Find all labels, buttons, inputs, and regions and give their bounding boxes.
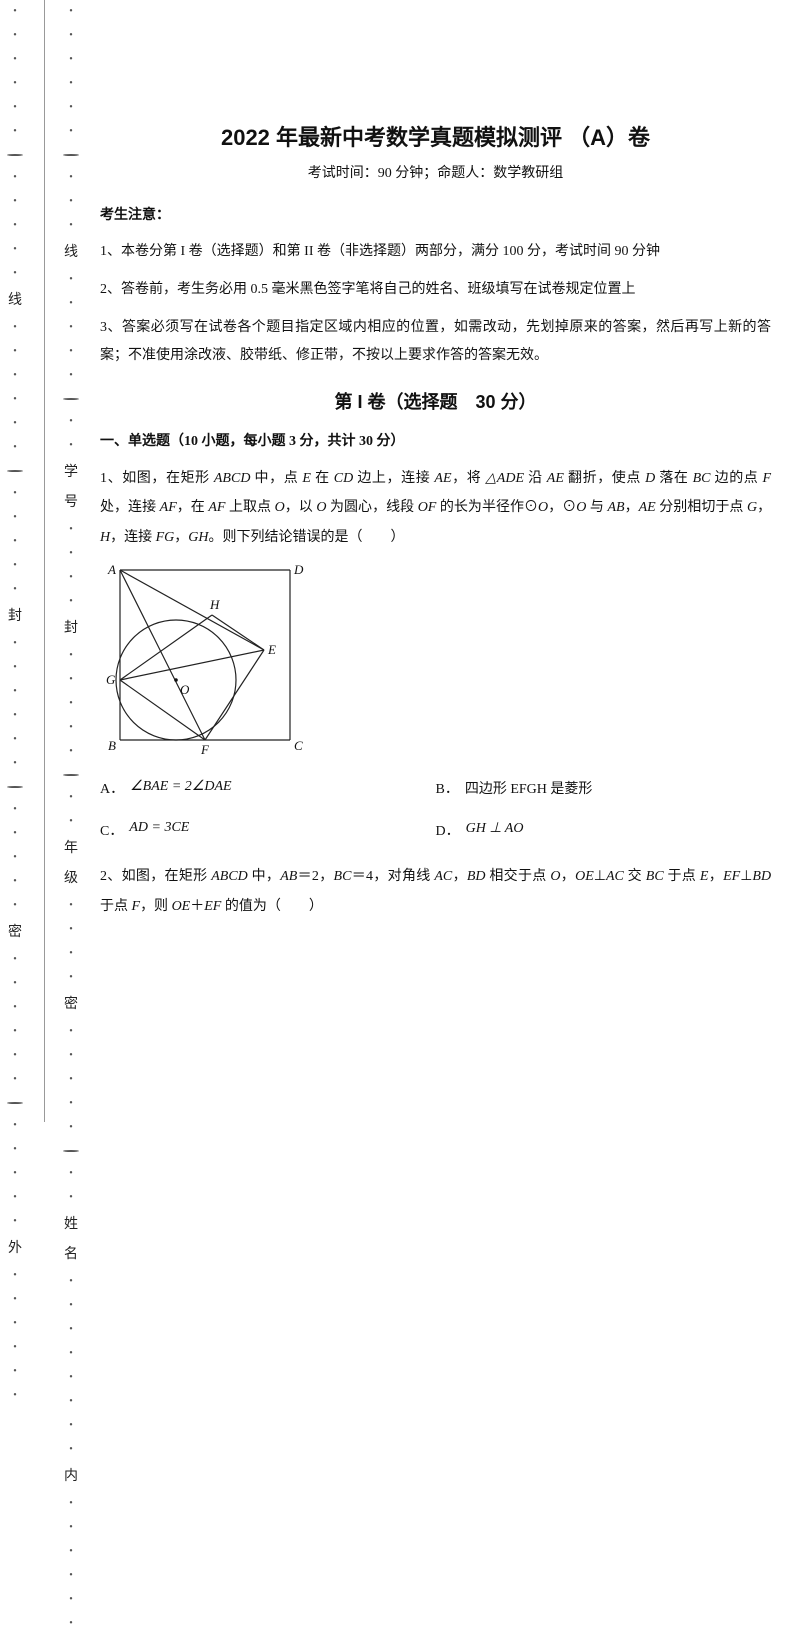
option-b: B．四边形 EFGH 是菱形 <box>436 778 772 798</box>
question-2-text: 2、如图，在矩形 ABCD 中，AB＝2，BC＝4，对角线 AC，BD 相交于点… <box>100 862 771 921</box>
exam-subtitle: 考试时间：90 分钟；命题人：数学教研组 <box>100 162 771 182</box>
svg-text:G: G <box>106 672 116 687</box>
notice-item-2: 2、答卷前，考生务必用 0.5 毫米黑色签字笔将自己的姓名、班级填写在试卷规定位… <box>100 276 771 304</box>
notice-item-3: 3、答案必须写在试卷各个题目指定区域内相应的位置，如需改动，先划掉原来的答案，然… <box>100 314 771 370</box>
exam-title: 2022 年最新中考数学真题模拟测评 （A）卷 <box>100 120 771 152</box>
question-1-text: 1、如图，在矩形 ABCD 中，点 E 在 CD 边上，连接 AE，将 △ADE… <box>100 464 771 552</box>
svg-text:A: A <box>107 562 116 577</box>
section-1-subheading: 一、单选题（10 小题，每小题 3 分，共计 30 分） <box>100 430 771 450</box>
svg-text:F: F <box>200 742 210 755</box>
svg-text:B: B <box>108 738 116 753</box>
margin-divider <box>44 0 45 1122</box>
svg-text:H: H <box>209 597 220 612</box>
option-c: C．AD = 3CE <box>100 820 436 840</box>
question-1-figure: A D B C E F G H O <box>100 560 771 760</box>
notice-heading: 考生注意： <box>100 204 771 224</box>
svg-text:C: C <box>294 738 303 753</box>
option-a: A．∠BAE = 2∠DAE <box>100 778 436 798</box>
page-content: 2022 年最新中考数学真题模拟测评 （A）卷 考试时间：90 分钟；命题人：数… <box>100 40 771 929</box>
option-d: D．GH ⊥ AO <box>436 820 772 840</box>
svg-text:O: O <box>180 682 190 697</box>
notice-item-1: 1、本卷分第 I 卷（选择题）和第 II 卷（非选择题）两部分，满分 100 分… <box>100 238 771 266</box>
svg-text:D: D <box>293 562 304 577</box>
margin-strip-inner: •••••••••线•••••••学号••••封•••••••年级••••密••… <box>56 0 86 1122</box>
section-1-title: 第 I 卷（选择题 30 分） <box>100 388 771 414</box>
margin-strip-outer: •••••••••••线•••••••••••封•••••••••••密••••… <box>0 0 30 1122</box>
svg-text:E: E <box>267 642 276 657</box>
question-1-options: A．∠BAE = 2∠DAE B．四边形 EFGH 是菱形 C．AD = 3CE… <box>100 778 771 840</box>
